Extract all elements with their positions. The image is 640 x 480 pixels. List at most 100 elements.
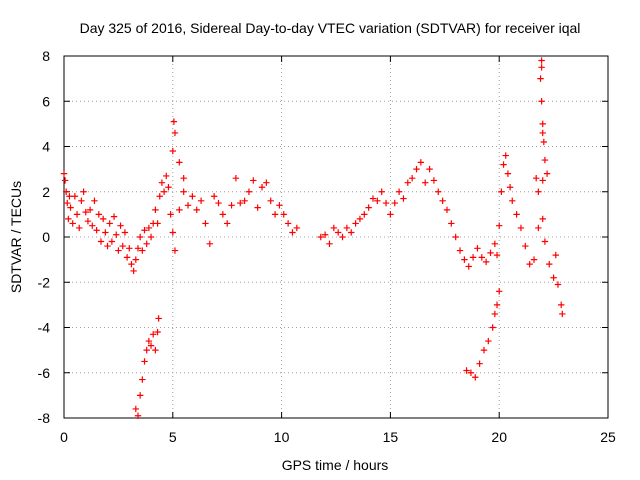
data-point bbox=[452, 233, 459, 241]
data-point bbox=[65, 215, 72, 223]
data-point bbox=[480, 346, 488, 354]
data-point bbox=[99, 215, 107, 223]
data-point bbox=[365, 204, 372, 211]
data-point bbox=[104, 242, 111, 250]
data-point bbox=[526, 260, 533, 268]
data-point bbox=[80, 188, 87, 195]
x-tick-label: 5 bbox=[169, 429, 177, 445]
data-point bbox=[215, 199, 222, 207]
data-point bbox=[167, 211, 174, 218]
data-point bbox=[130, 267, 137, 275]
data-point bbox=[535, 224, 542, 232]
data-point bbox=[276, 202, 283, 209]
x-tick-label: 25 bbox=[600, 429, 616, 445]
y-tick-label: 6 bbox=[42, 93, 50, 109]
data-point bbox=[91, 197, 98, 204]
data-point bbox=[538, 57, 545, 64]
data-point bbox=[496, 222, 503, 229]
data-point bbox=[400, 195, 407, 202]
data-point bbox=[539, 129, 546, 137]
data-point bbox=[110, 213, 118, 220]
data-point bbox=[210, 193, 218, 200]
data-point bbox=[258, 184, 266, 191]
data-point bbox=[145, 224, 153, 232]
data-point bbox=[102, 229, 109, 236]
y-tick-label: 4 bbox=[42, 139, 50, 155]
data-point bbox=[546, 260, 553, 268]
data-point bbox=[136, 233, 144, 241]
y-tick-label: -4 bbox=[38, 320, 51, 336]
data-point bbox=[237, 199, 244, 207]
data-point bbox=[430, 177, 438, 184]
data-point bbox=[66, 193, 73, 200]
data-point bbox=[474, 245, 481, 252]
y-tick-label: 2 bbox=[42, 184, 50, 200]
data-point bbox=[141, 358, 148, 365]
data-point bbox=[241, 197, 248, 204]
data-point bbox=[132, 405, 140, 413]
data-point bbox=[147, 233, 155, 241]
data-point bbox=[443, 206, 451, 214]
data-point bbox=[155, 315, 162, 322]
data-point bbox=[62, 188, 70, 195]
data-point bbox=[552, 251, 559, 259]
data-point bbox=[517, 224, 525, 232]
data-point bbox=[491, 310, 499, 318]
data-point bbox=[378, 188, 385, 195]
data-point bbox=[82, 208, 89, 216]
data-point bbox=[128, 260, 135, 268]
data-point bbox=[219, 211, 227, 218]
data-point bbox=[469, 254, 477, 261]
data-point bbox=[67, 204, 74, 211]
data-point bbox=[532, 174, 540, 182]
data-point bbox=[504, 170, 512, 177]
data-point bbox=[97, 238, 105, 245]
data-point bbox=[180, 188, 187, 195]
data-point bbox=[176, 206, 183, 214]
data-point bbox=[263, 179, 270, 186]
data-point bbox=[254, 204, 261, 211]
data-point bbox=[543, 170, 551, 177]
data-point bbox=[465, 263, 472, 270]
data-point bbox=[165, 184, 172, 191]
data-point bbox=[86, 206, 94, 214]
data-point bbox=[537, 75, 544, 82]
data-point bbox=[76, 224, 83, 232]
data-point bbox=[224, 220, 231, 227]
data-point bbox=[84, 217, 92, 225]
data-point bbox=[472, 374, 479, 381]
data-point bbox=[541, 238, 549, 245]
data-point bbox=[391, 199, 398, 207]
data-point bbox=[123, 254, 131, 261]
data-point bbox=[540, 138, 548, 146]
data-point bbox=[206, 240, 213, 247]
data-point bbox=[141, 227, 148, 234]
data-point bbox=[408, 174, 416, 182]
data-point bbox=[387, 211, 394, 218]
data-point bbox=[538, 98, 545, 105]
data-point bbox=[89, 222, 96, 229]
data-point bbox=[513, 211, 520, 218]
data-point bbox=[60, 170, 68, 177]
y-axis-label: SDTVAR / TECUs bbox=[8, 181, 24, 293]
data-point bbox=[541, 156, 549, 164]
data-point bbox=[506, 184, 514, 191]
data-point bbox=[176, 159, 183, 166]
data-point bbox=[171, 129, 179, 137]
data-point bbox=[143, 240, 150, 247]
data-point bbox=[343, 224, 351, 232]
data-point bbox=[193, 206, 200, 214]
data-point bbox=[448, 220, 455, 227]
x-axis-label: GPS time / hours bbox=[282, 457, 389, 473]
data-point bbox=[413, 165, 420, 173]
data-point bbox=[61, 177, 69, 184]
x-tick-label: 15 bbox=[383, 429, 399, 445]
x-tick-label: 20 bbox=[491, 429, 507, 445]
data-point bbox=[134, 412, 142, 419]
data-point bbox=[369, 195, 377, 202]
data-point bbox=[139, 376, 146, 383]
data-point bbox=[152, 346, 159, 354]
data-point bbox=[154, 328, 161, 336]
data-point bbox=[95, 211, 103, 218]
